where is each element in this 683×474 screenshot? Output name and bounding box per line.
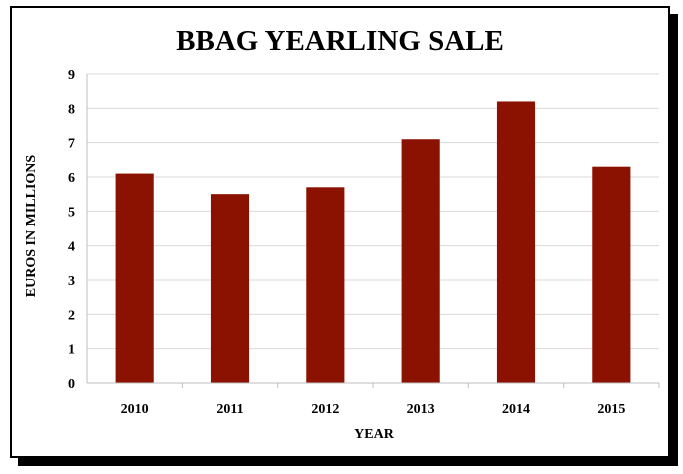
x-tick-label: 2012 bbox=[311, 402, 339, 417]
bar-2012 bbox=[306, 187, 345, 383]
x-tick-label: 2015 bbox=[597, 402, 625, 417]
x-axis-label: YEAR bbox=[354, 427, 395, 442]
y-tick-label: 5 bbox=[68, 205, 75, 220]
x-tick-label: 2011 bbox=[216, 402, 243, 417]
y-tick-label: 0 bbox=[68, 377, 75, 392]
bar-2014 bbox=[496, 101, 536, 383]
x-tick-labels: 2010 2011 2012 2013 2014 2015 bbox=[121, 402, 626, 417]
y-tick-label: 6 bbox=[68, 171, 75, 186]
y-tick-label: 8 bbox=[68, 102, 75, 117]
x-tick-label: 2014 bbox=[502, 402, 530, 417]
y-tick-label: 7 bbox=[68, 137, 75, 152]
y-tick-labels: 0 1 2 3 4 5 6 7 8 9 bbox=[68, 68, 75, 392]
bar-2010 bbox=[115, 173, 154, 383]
y-tick-label: 4 bbox=[68, 240, 75, 255]
y-tick-label: 1 bbox=[68, 343, 75, 358]
gridlines bbox=[87, 73, 659, 350]
bar-2013 bbox=[401, 139, 440, 383]
bar-2011 bbox=[210, 194, 250, 383]
bars bbox=[115, 101, 631, 383]
y-tick-label: 9 bbox=[68, 68, 75, 83]
chart-title: BBAG YEARLING SALE bbox=[176, 25, 504, 57]
bar-2015 bbox=[592, 166, 631, 383]
y-tick-label: 2 bbox=[68, 308, 75, 323]
y-axis-label: EUROS IN MILLIONS bbox=[24, 155, 39, 298]
x-tick-label: 2010 bbox=[121, 402, 149, 417]
x-tick-label: 2013 bbox=[407, 402, 435, 417]
y-tick-label: 3 bbox=[68, 274, 75, 289]
axes bbox=[86, 74, 660, 388]
